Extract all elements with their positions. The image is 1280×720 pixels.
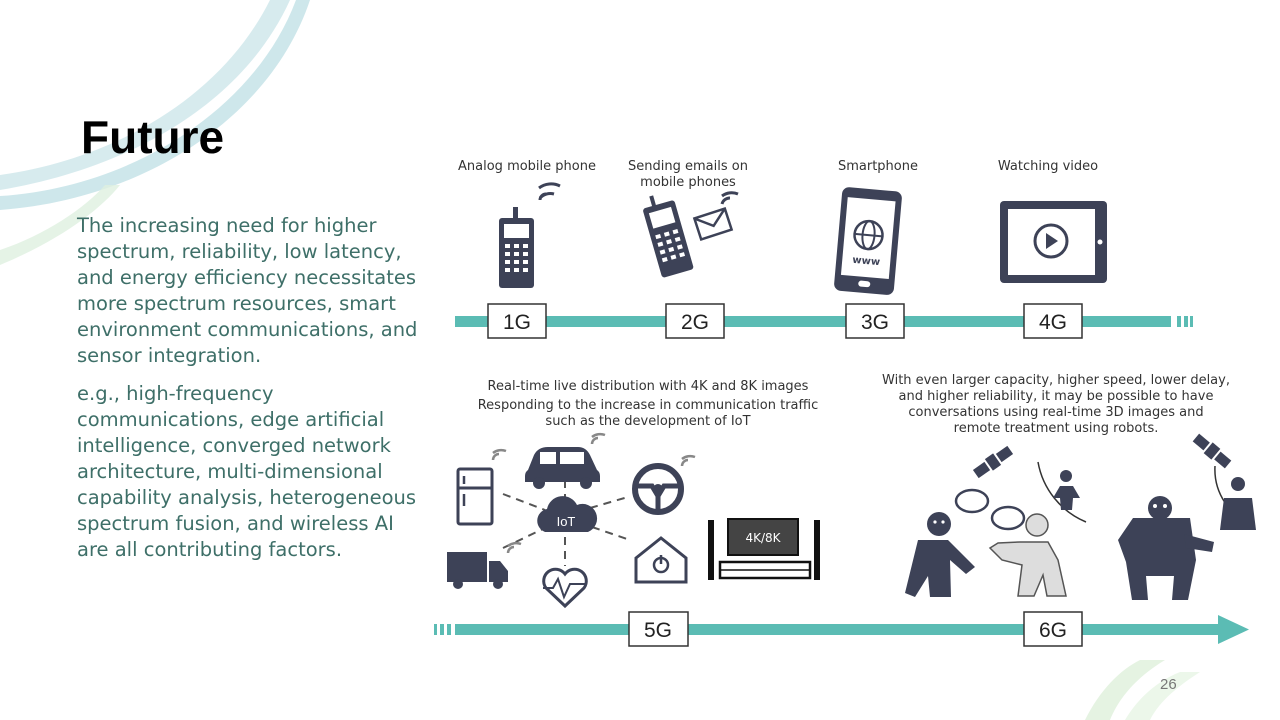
label-analog-mobile-phone: Analog mobile phone — [458, 159, 596, 174]
slide-body: The increasing need for higher spectrum,… — [77, 213, 422, 575]
timeline-bottom — [434, 615, 1249, 644]
gen-box-4g: 4G — [1023, 303, 1083, 339]
tv-4k8k-icon: 4K/8K — [708, 518, 820, 580]
gen-box-2g: 2G — [665, 303, 725, 339]
remote-doctor-icon — [1037, 461, 1087, 523]
iot-hub-label: IoT — [557, 514, 576, 529]
feature-phone-email-icon — [643, 191, 739, 278]
svg-text:1G: 1G — [503, 311, 531, 334]
timeline-top — [455, 316, 1193, 327]
body-paragraph-needs: The increasing need for higher spectrum,… — [77, 214, 418, 367]
speech-bubbles-icon — [954, 488, 1026, 531]
heart-monitor-icon — [542, 567, 588, 609]
satellite-icon-right — [1192, 433, 1232, 469]
page-number: 26 — [1160, 676, 1177, 693]
smartphone-www-icon: www — [834, 187, 902, 295]
person-user-icon — [905, 512, 975, 597]
satellite-icon-left — [972, 445, 1014, 479]
label-watching-video: Watching video — [998, 159, 1098, 174]
caption-6g-line4: remote treatment using robots. — [954, 421, 1159, 436]
steering-wheel-icon — [632, 454, 696, 515]
tv-4k8k-label: 4K/8K — [745, 531, 781, 545]
gen-box-3g: 3G — [845, 303, 905, 339]
caption-5g-line2: Responding to the increase in communicat… — [478, 398, 819, 413]
analog-phone-icon — [499, 182, 561, 288]
caption-6g-line1: With even larger capacity, higher speed,… — [882, 373, 1230, 388]
tablet-video-icon — [1000, 201, 1107, 283]
surgeon-icon — [1214, 465, 1256, 530]
www-text: www — [852, 255, 881, 268]
svg-text:6G: 6G — [1039, 619, 1067, 642]
refrigerator-icon — [456, 448, 507, 526]
robot-surgery-icon — [1118, 496, 1214, 600]
svg-text:4G: 4G — [1039, 311, 1067, 334]
truck-icon — [447, 541, 522, 589]
svg-text:3G: 3G — [861, 311, 889, 334]
label-smartphone: Smartphone — [838, 159, 918, 174]
iot-cloud-icon: IoT — [537, 496, 598, 532]
slide-title: Future — [81, 111, 225, 163]
mobile-generations-diagram: Analog mobile phone Sending emails on mo… — [434, 159, 1256, 647]
caption-6g-line3: conversations using real-time 3D images … — [908, 405, 1203, 420]
caption-6g-line2: and higher reliability, it may be possib… — [899, 389, 1214, 404]
car-icon — [525, 432, 606, 489]
gen-box-6g: 6G — [1023, 611, 1083, 647]
body-paragraph-examples: e.g., high-frequency communications, edg… — [77, 382, 417, 561]
svg-text:2G: 2G — [681, 311, 709, 334]
gen-box-1g: 1G — [487, 303, 547, 339]
caption-5g-line1: Real-time live distribution with 4K and … — [488, 379, 809, 394]
label-sending-emails-line2: mobile phones — [640, 175, 736, 190]
gen-box-5g: 5G — [628, 611, 689, 647]
caption-5g-line3: such as the development of IoT — [545, 414, 750, 429]
smart-home-icon — [634, 536, 688, 584]
svg-text:5G: 5G — [644, 619, 672, 642]
hologram-person-icon — [988, 513, 1067, 597]
label-sending-emails-line1: Sending emails on — [628, 159, 748, 174]
